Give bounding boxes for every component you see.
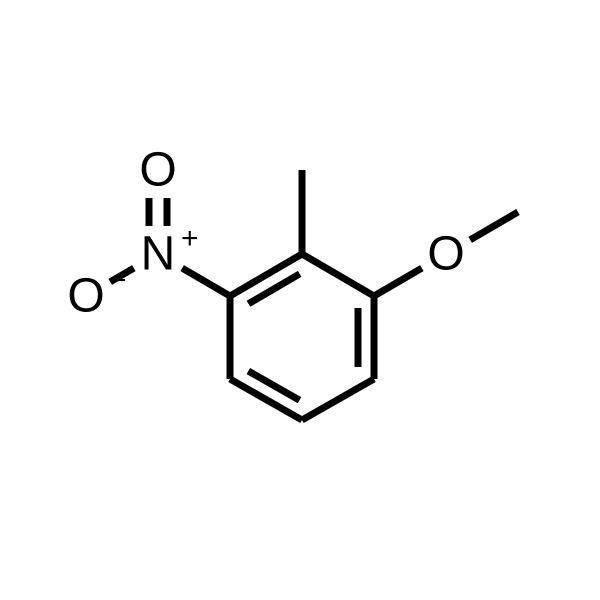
atom-label-o_ether: O xyxy=(427,228,464,281)
atom-label-n: N xyxy=(141,228,176,281)
atom-label-o2: O xyxy=(67,270,104,323)
atom-charge-o2: − xyxy=(109,264,127,297)
molecule-diagram: ON+OO− xyxy=(0,0,600,600)
atom-charge-n: + xyxy=(181,222,199,255)
atom-label-o1: O xyxy=(139,144,176,197)
